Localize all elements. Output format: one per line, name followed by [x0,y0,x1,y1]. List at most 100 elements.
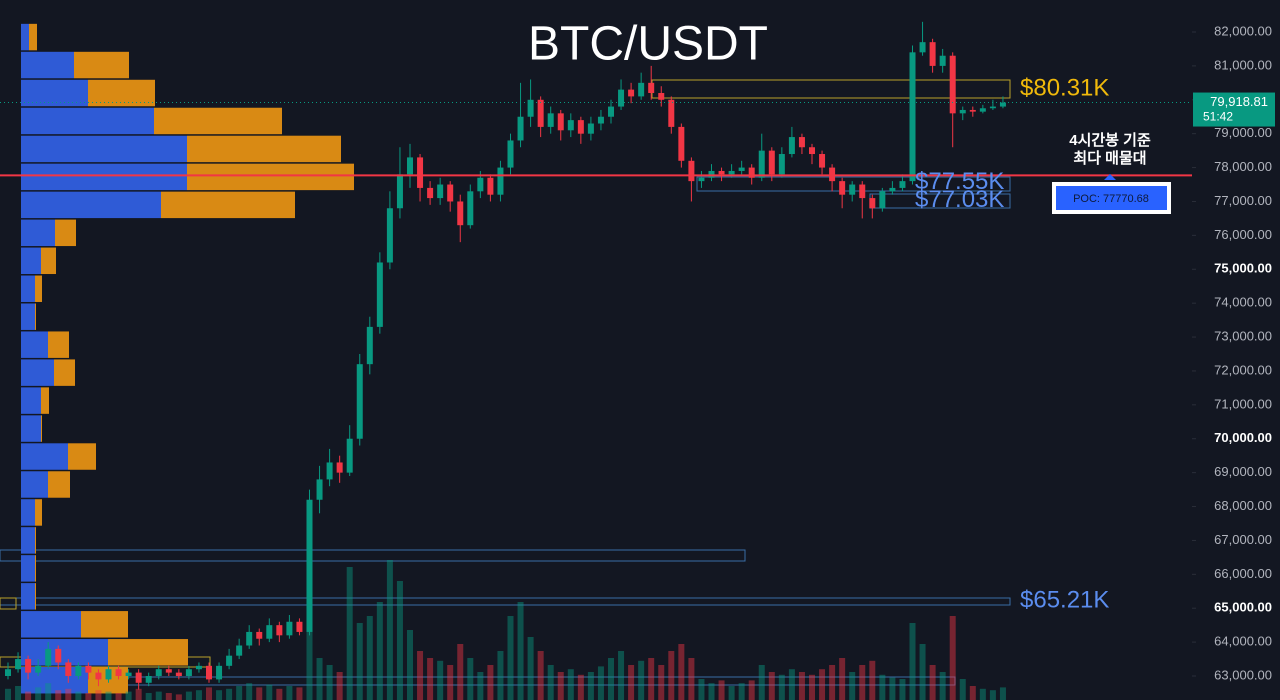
volume-bar [386,560,393,700]
candle-body [587,123,594,134]
volume-bar [557,672,564,700]
volume-bar [618,651,625,700]
volume-bar [547,665,554,700]
note-line: 4시간봉 기준 [1069,132,1151,149]
profile-bar [48,331,69,358]
candle-body [346,438,353,473]
profile-bar [21,583,35,610]
volume-bar [829,665,836,700]
volume-bar [678,644,685,700]
poc-label: POC: 77770.68 [1073,193,1149,205]
candle-body [959,109,966,114]
price-annotation: $80.31K [1020,75,1109,102]
volume-bar [5,688,11,700]
candle-body [879,191,886,209]
candle-body [819,154,826,168]
profile-bar [81,611,128,638]
volume-bar [778,674,785,700]
profile-bar [54,359,75,386]
volume-bar [688,658,695,700]
profile-bar [21,499,35,526]
profile-bar [108,639,188,666]
profile-bar [35,555,36,582]
candle-body [497,167,504,195]
volume-bar [798,672,805,700]
candle-body [376,262,383,327]
volume-bar [959,679,966,700]
profile-bar [21,611,81,638]
candle-body [728,170,735,175]
candle-body [979,108,986,112]
volume-bar [698,679,705,700]
y-tick-label: 71,000.00 [1214,396,1272,411]
y-tick-label: 77,000.00 [1214,193,1272,208]
volume-bar [165,693,172,700]
profile-bar [21,443,68,470]
volume-bar [286,686,293,700]
candle-body [517,116,524,141]
candle-body [487,177,494,195]
volume-bar [597,666,604,700]
candle-body [437,184,444,199]
candle-body [859,184,866,199]
profile-bar [35,303,36,330]
candle-body [25,659,32,673]
candle-body [999,102,1006,107]
volume-bar [155,691,162,700]
candle-body [668,99,675,127]
volume-bar [417,651,424,700]
profile-bar [187,163,354,191]
y-tick-label: 65,000.00 [1214,600,1272,615]
candle-body [688,160,695,182]
volume-bar [85,693,92,700]
volume-bar [396,581,403,700]
profile-bar [29,23,37,51]
poc-box [1056,186,1167,210]
volume-bar [939,672,946,700]
profile-bar [187,135,341,163]
y-tick-label: 79,000.00 [1214,125,1272,140]
profile-bar [21,415,41,442]
volume-bar [648,658,655,700]
volume-bar [376,602,383,700]
profile-bar [21,191,161,219]
zone [0,549,746,562]
profile-bar [21,639,108,666]
profile-bar [21,51,74,79]
volume-bar [226,688,233,700]
volume-bar [577,674,584,700]
profile-bar [35,499,42,526]
candle-body [286,621,293,636]
y-tick-label: 72,000.00 [1214,362,1272,377]
volume-profile [21,23,354,694]
candle-body [396,174,403,209]
volume-bar [467,658,474,700]
candle-body [809,147,815,155]
volume-bar [105,691,112,700]
profile-bar [21,107,154,135]
profile-bar [21,163,187,191]
volume-bar [206,687,212,700]
volume-bar [336,672,343,700]
candle-body [45,648,52,666]
candle-body [899,181,906,188]
candle-body [839,181,846,195]
candle-body [226,655,233,666]
volume-bar [889,677,896,700]
volume-bar [487,665,494,700]
candle-body [5,669,11,677]
candle-body [185,669,192,677]
candle-body [527,99,534,117]
volume-bar [989,690,996,700]
volume-bar [819,669,826,700]
volume-bar [356,623,363,700]
current-price-label: 79,918.81 [1210,94,1268,109]
volume-bar [587,672,594,700]
candle-body [698,177,705,182]
candle-body [206,665,212,680]
candle-body [738,167,745,171]
candle-body [296,621,303,632]
volume-bar [346,567,353,700]
volume-bar [266,684,273,700]
candle-body [467,191,474,226]
